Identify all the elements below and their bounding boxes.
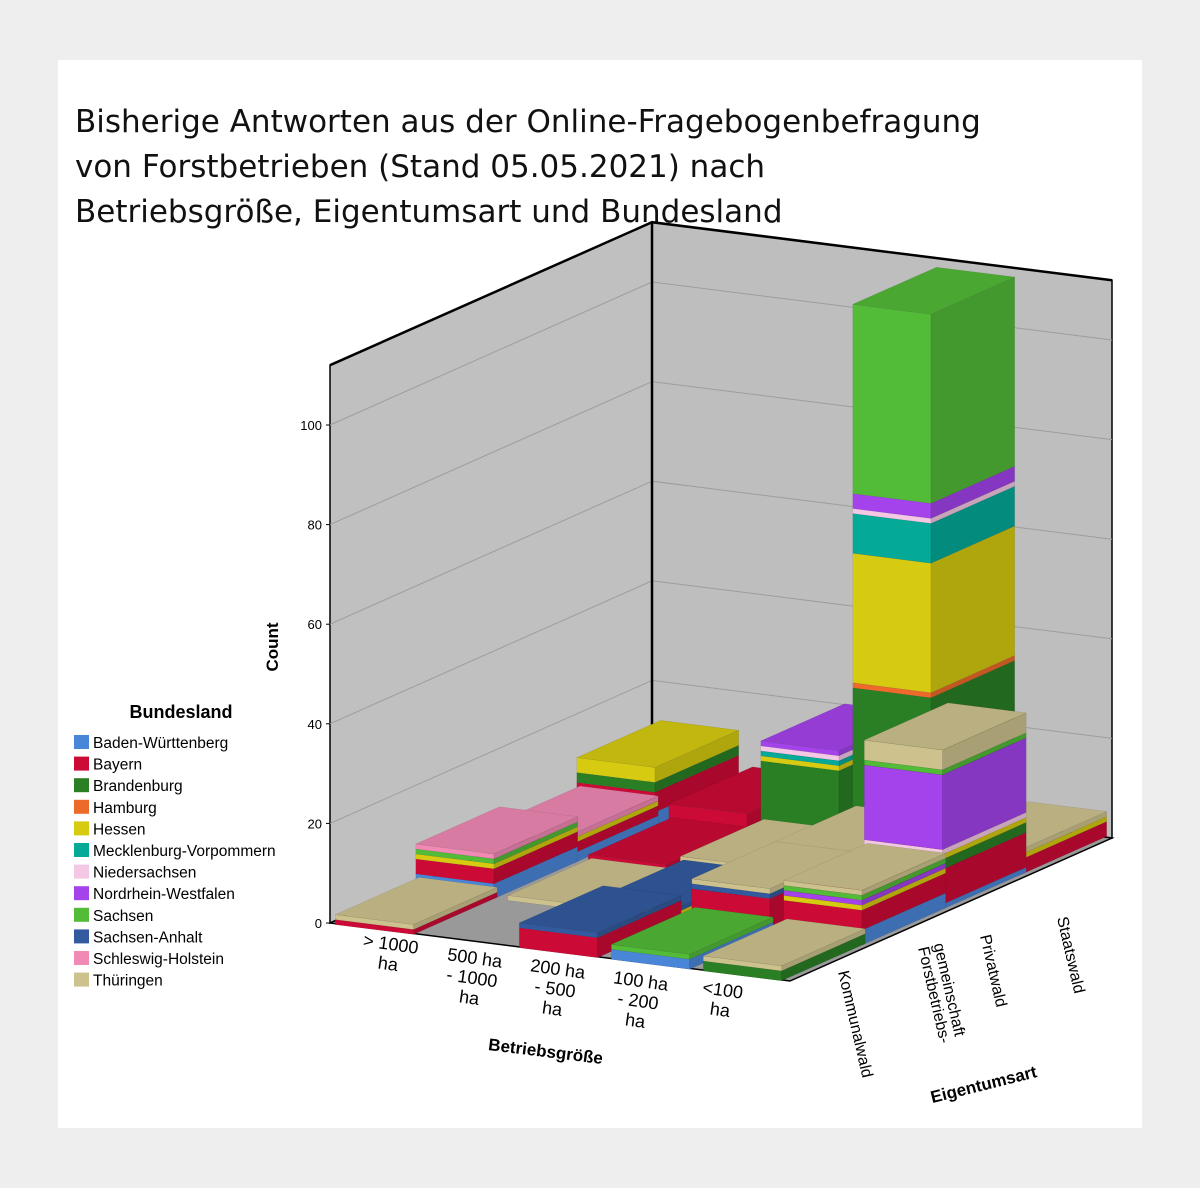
x-tick-line: - 200 [616, 988, 659, 1014]
legend-label: Sachsen [93, 908, 153, 925]
bar-segment [852, 553, 932, 693]
y-tick-label: 100 [300, 418, 322, 433]
legend-swatch [74, 821, 89, 836]
top-edge [329, 220, 1113, 367]
x-tick-line: ha [709, 999, 733, 1022]
z-tick-label: Forstbetriebs-gemeinschaft [914, 941, 968, 1045]
legend-label: Mecklenburg-Vorpommern [93, 843, 276, 860]
legend-swatch [74, 843, 89, 857]
z-tick-label: Staatswald [1053, 915, 1087, 995]
x-tick-line: ha [624, 1009, 648, 1032]
y-tick-label: 40 [308, 717, 322, 732]
x-tick-line: ha [458, 986, 482, 1009]
y-tick-label: 80 [308, 518, 322, 533]
x-tick-label: 200 ha- 500ha [524, 955, 588, 1022]
legend-swatch [74, 735, 89, 749]
bar-top [334, 877, 499, 925]
x-tick-label: > 1000ha [359, 930, 420, 977]
chart-title: Bisherige Antworten aus der Online-Frage… [75, 100, 1075, 235]
legend-label: Hessen [93, 821, 146, 838]
bar-top [610, 907, 775, 955]
legend-swatch [74, 951, 89, 965]
x-tick-label: 500 ha- 1000ha [441, 944, 505, 1011]
bar-segment [852, 304, 932, 504]
x-tick-label: <100ha [699, 977, 745, 1022]
y-axis-label: Count [263, 622, 282, 671]
title-line: Bisherige Antworten aus der Online-Frage… [75, 104, 981, 140]
legend-label: Hamburg [93, 800, 157, 817]
bar-top [782, 843, 947, 891]
x-axis-label: Betriebsgröße [487, 1035, 604, 1068]
y-tick-label: 0 [315, 916, 322, 931]
y-tick-label: 20 [308, 816, 322, 831]
bar-top [702, 918, 867, 967]
x-tick-line: ha [377, 953, 401, 976]
legend-label: Schleswig-Holstein [93, 951, 224, 968]
legend-label: Thüringen [93, 973, 163, 990]
legend-swatch [74, 972, 89, 987]
bar-segment [864, 764, 943, 850]
x-tick-line: - 500 [533, 976, 576, 1002]
bar-top [518, 885, 683, 933]
legend-title: Bundesland [129, 702, 232, 722]
legend-swatch [74, 778, 89, 793]
legend-label: Niedersachsen [93, 865, 196, 882]
legend-swatch [74, 907, 89, 922]
legend-label: Brandenburg [93, 778, 183, 795]
bar-segment-side [930, 276, 1015, 504]
legend-label: Nordrhein-Westfalen [93, 886, 235, 903]
legend-label: Bayern [93, 757, 142, 774]
bar-top [414, 806, 579, 855]
legend-swatch [74, 799, 89, 814]
bar-stack [863, 702, 1028, 910]
legend-swatch [74, 756, 89, 771]
bar-top [851, 266, 1016, 315]
legend-label: Baden-Württenberg [93, 735, 228, 752]
title-line: von Forstbetrieben (Stand 05.05.2021) na… [75, 149, 766, 185]
bar-stack [782, 843, 947, 946]
x-tick-line: ha [541, 997, 565, 1020]
bar-stack [702, 918, 867, 982]
x-tick-line: <100 [701, 977, 744, 1002]
legend-swatch [74, 864, 89, 879]
legend-swatch [74, 886, 89, 901]
bar-stack [334, 877, 499, 935]
z-tick-label: Kommunalwald [834, 969, 875, 1079]
z-axis-label: Eigentumsart [929, 1062, 1039, 1107]
z-tick-line: Kommunalwald [834, 969, 875, 1079]
bar-stack [414, 806, 579, 900]
z-tick-line: Privatwald [976, 933, 1009, 1009]
bar-top [575, 720, 740, 768]
y-tick-label: 60 [308, 617, 322, 632]
z-tick-label: Privatwald [976, 933, 1009, 1009]
legend-label: Sachsen-Anhalt [93, 929, 203, 946]
legend-swatch [74, 929, 89, 944]
bar-top [863, 702, 1028, 751]
x-tick-label: 100 ha- 200ha [607, 967, 671, 1034]
z-tick-line: Staatswald [1053, 915, 1087, 995]
